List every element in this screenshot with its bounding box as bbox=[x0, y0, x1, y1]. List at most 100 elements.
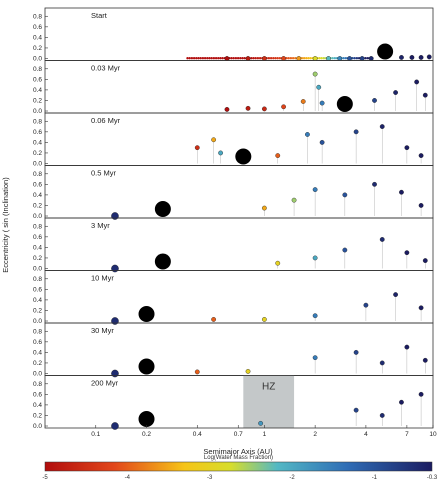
y-tick-label: 0.8 bbox=[33, 118, 42, 125]
y-tick-label: 0.2 bbox=[33, 97, 42, 104]
y-axis-label: Eccentricity ( sin (Inclination) bbox=[1, 177, 10, 273]
start-disk-particle bbox=[197, 57, 200, 60]
y-tick-label: 0.8 bbox=[33, 223, 42, 230]
start-disk-particle bbox=[219, 57, 222, 60]
embryo bbox=[194, 369, 200, 375]
start-disk-particle bbox=[199, 57, 202, 60]
embryo bbox=[414, 79, 420, 85]
embryo bbox=[399, 399, 404, 405]
panel-3: 0.0 0.2 0.4 0.6 0.8 0.5 Myr bbox=[33, 165, 434, 220]
embryo bbox=[312, 355, 318, 361]
panel-label: 0.5 Myr bbox=[91, 169, 117, 178]
y-tick-label: 0.0 bbox=[33, 161, 42, 168]
x-tick-label: 2 bbox=[313, 431, 317, 438]
y-tick-label: 0.8 bbox=[33, 171, 42, 178]
embryo bbox=[379, 237, 385, 242]
start-disk-particle bbox=[357, 57, 361, 60]
embryo bbox=[261, 56, 267, 61]
embryo bbox=[312, 255, 318, 261]
embryo bbox=[319, 100, 325, 106]
embryo bbox=[409, 55, 415, 60]
x-axis-label: Semimajor Axis (AU) bbox=[203, 447, 273, 456]
embryo bbox=[312, 187, 318, 193]
giant-planet bbox=[377, 43, 394, 60]
x-tick-label: 4 bbox=[364, 431, 368, 438]
embryo bbox=[275, 153, 281, 158]
y-tick-label: 0.4 bbox=[33, 349, 42, 356]
colorbar-tick-label: -0.3 bbox=[427, 475, 438, 481]
embryo bbox=[404, 145, 410, 151]
embryo bbox=[422, 357, 428, 363]
giant-planet bbox=[138, 411, 155, 427]
embryo bbox=[418, 391, 424, 397]
embryo bbox=[281, 56, 286, 61]
panel-label: Start bbox=[91, 11, 108, 20]
start-disk-particle bbox=[291, 57, 295, 60]
panel-5: 0.0 0.2 0.4 0.6 0.8 10 Myr bbox=[33, 270, 434, 325]
start-disk-particle bbox=[230, 57, 233, 60]
embryo bbox=[111, 212, 119, 220]
embryo bbox=[422, 92, 428, 98]
y-tick-label: 0.2 bbox=[33, 307, 42, 314]
embryo bbox=[368, 56, 374, 61]
start-disk-particle bbox=[203, 57, 207, 60]
colorbar-gradient bbox=[44, 461, 433, 472]
y-tick-label: 0.6 bbox=[33, 24, 42, 31]
embryo bbox=[261, 317, 267, 322]
colorbar-tick-label: -1 bbox=[372, 475, 378, 481]
start-disk-particle bbox=[366, 57, 370, 60]
embryo bbox=[316, 84, 322, 90]
embryo bbox=[337, 56, 343, 61]
start-disk-particle bbox=[195, 57, 198, 60]
start-disk-particle bbox=[355, 57, 359, 60]
start-disk-particle bbox=[214, 57, 218, 60]
panel-label: 30 Myr bbox=[91, 326, 114, 335]
embryo bbox=[379, 124, 385, 129]
giant-planet bbox=[138, 306, 155, 322]
embryo bbox=[224, 107, 230, 112]
embryo bbox=[275, 260, 281, 266]
panel-label: 200 Myr bbox=[91, 379, 119, 388]
start-disk-particle bbox=[276, 57, 279, 60]
x-tick-label: 0.2 bbox=[142, 431, 151, 438]
start-disk-particle bbox=[254, 57, 257, 60]
embryo bbox=[399, 189, 404, 195]
start-disk-particle bbox=[212, 57, 216, 60]
y-tick-label: 0.4 bbox=[33, 139, 42, 146]
panel-6: 0.0 0.2 0.4 0.6 0.8 30 Myr bbox=[33, 322, 434, 378]
y-tick-label: 0.8 bbox=[33, 381, 42, 388]
colorbar-tick-label: -3 bbox=[207, 475, 213, 481]
embryo bbox=[393, 292, 398, 298]
y-tick-label: 0.2 bbox=[33, 255, 42, 262]
start-disk-particle bbox=[322, 57, 326, 60]
embryo bbox=[359, 56, 365, 61]
start-disk-particle bbox=[267, 57, 271, 60]
start-disk-particle bbox=[344, 57, 348, 60]
y-tick-label: 0.6 bbox=[33, 391, 42, 398]
x-tick-label: 0.4 bbox=[193, 431, 202, 438]
y-tick-label: 0.0 bbox=[33, 56, 42, 63]
start-disk-particle bbox=[307, 57, 310, 60]
start-disk-particle bbox=[364, 57, 367, 60]
start-disk-particle bbox=[192, 57, 196, 60]
start-disk-particle bbox=[188, 57, 191, 60]
start-disk-particle bbox=[206, 57, 209, 60]
embryo bbox=[342, 247, 348, 253]
start-disk-particle bbox=[272, 57, 275, 60]
embryo bbox=[305, 132, 310, 137]
start-disk-particle bbox=[309, 57, 312, 60]
y-tick-label: 0.0 bbox=[33, 266, 42, 273]
embryo bbox=[363, 302, 369, 308]
start-disk-particle bbox=[302, 57, 306, 60]
start-disk-particle bbox=[269, 57, 273, 60]
start-disk-particle bbox=[320, 57, 323, 60]
giant-planet bbox=[336, 96, 353, 112]
embryo bbox=[418, 55, 424, 60]
embryo bbox=[245, 105, 251, 111]
start-disk-particle bbox=[243, 57, 246, 60]
y-tick-label: 0.6 bbox=[33, 76, 42, 83]
colorbar-tick-label: -2 bbox=[289, 475, 295, 481]
start-disk-particle bbox=[217, 57, 220, 60]
